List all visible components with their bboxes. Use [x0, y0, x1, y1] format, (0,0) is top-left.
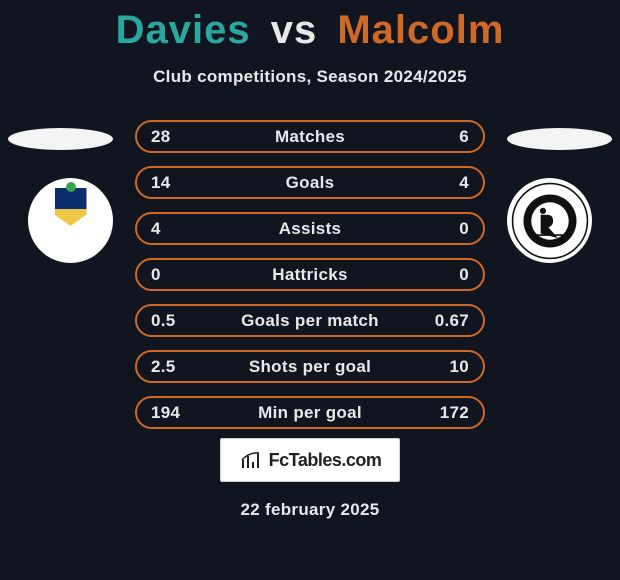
- brand-text: FcTables.com: [269, 450, 382, 471]
- stat-row: 14 Goals 4: [135, 166, 485, 199]
- vs-separator: vs: [271, 8, 318, 52]
- player2-country-flag: [507, 128, 612, 150]
- stat-label: Assists: [279, 219, 342, 239]
- stat-value-right: 6: [429, 127, 469, 147]
- stat-value-left: 14: [151, 173, 191, 193]
- stat-value-right: 0: [429, 265, 469, 285]
- stat-value-right: 0.67: [429, 311, 469, 331]
- stat-row: 4 Assists 0: [135, 212, 485, 245]
- stat-label: Matches: [275, 127, 345, 147]
- stat-value-left: 194: [151, 403, 191, 423]
- stat-label: Hattricks: [272, 265, 347, 285]
- player2-name: Malcolm: [337, 8, 504, 52]
- stat-value-right: 4: [429, 173, 469, 193]
- stat-row: 0.5 Goals per match 0.67: [135, 304, 485, 337]
- sutton-united-badge: [28, 178, 113, 263]
- stat-label: Min per goal: [258, 403, 362, 423]
- stat-value-left: 0: [151, 265, 191, 285]
- stat-value-left: 2.5: [151, 357, 191, 377]
- stat-value-left: 4: [151, 219, 191, 239]
- gateshead-badge: [507, 178, 592, 263]
- player1-country-flag: [8, 128, 113, 150]
- footer-date: 22 february 2025: [0, 500, 620, 520]
- stat-label: Goals per match: [241, 311, 379, 331]
- stat-label: Shots per goal: [249, 357, 371, 377]
- stat-row: 28 Matches 6: [135, 120, 485, 153]
- stat-row: 194 Min per goal 172: [135, 396, 485, 429]
- stats-table: 28 Matches 6 14 Goals 4 4 Assists 0 0 Hattricks 0 0.…: [135, 120, 485, 442]
- stat-value-left: 0.5: [151, 311, 191, 331]
- fctables-logo[interactable]: FcTables.com: [220, 438, 400, 482]
- stat-value-right: 172: [429, 403, 469, 423]
- stat-label: Goals: [286, 173, 335, 193]
- gateshead-badge-svg: [511, 182, 589, 260]
- stat-value-left: 28: [151, 127, 191, 147]
- stat-row: 2.5 Shots per goal 10: [135, 350, 485, 383]
- stat-value-right: 0: [429, 219, 469, 239]
- bar-chart-icon: [239, 448, 263, 472]
- subtitle: Club competitions, Season 2024/2025: [0, 67, 620, 87]
- comparison-title: Davies vs Malcolm: [0, 0, 620, 53]
- stat-row: 0 Hattricks 0: [135, 258, 485, 291]
- player1-name: Davies: [116, 8, 251, 52]
- stat-value-right: 10: [429, 357, 469, 377]
